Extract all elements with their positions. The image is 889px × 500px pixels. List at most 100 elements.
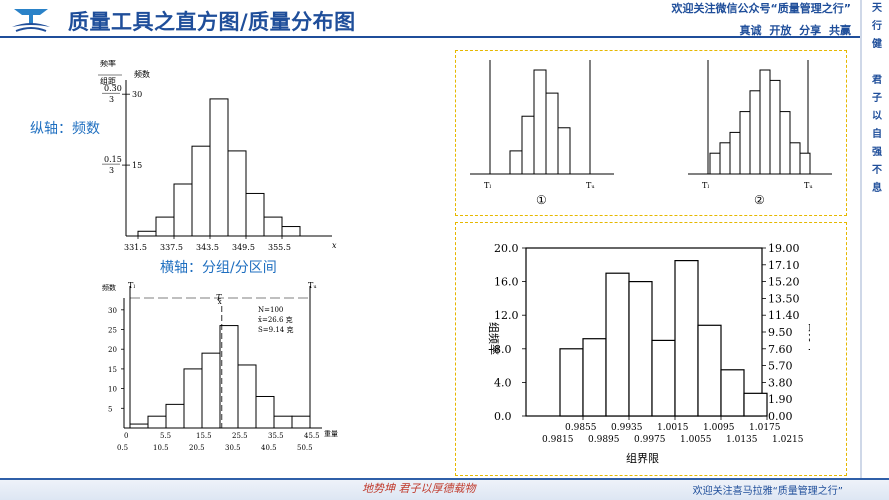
vertical-motto-char: 子 [872,93,882,104]
logo [10,3,52,35]
vertical-motto: 天行健 君子以自强不息 [866,0,888,194]
upper-limit-label: Tᵤ [586,181,595,190]
y-axis-label: 组频率 [487,322,501,355]
vertical-motto-char: 行 [872,21,882,32]
y-label-sub: 组距 [100,76,116,86]
histogram-bar [129,423,149,429]
slogan: 真诚 开放 分享 共赢 [739,24,852,37]
upper-limit-label: Tᵤ [308,281,317,290]
histogram-bar [227,150,247,237]
y-axis-note: 纵轴：频数 [30,121,100,137]
histogram-bar [789,142,801,175]
x-tick-label: 15.5 [196,432,212,440]
vertical-motto-char: 健 [872,39,882,50]
x-tick-label: 45.5 [304,432,320,440]
histogram-bar [173,183,193,237]
y-right-tick-label: 0.00 [768,410,793,423]
histogram-bar [628,280,653,417]
y-right-tick-label: 1.90 [768,393,793,406]
x-tick-label: 355.5 [268,243,291,252]
x-tick-label: 0.9895 [588,435,620,445]
vertical-motto-char [866,54,888,72]
y-tick-label-den: 3 [109,95,114,104]
histogram-bar [674,260,699,417]
y-label-right: 频数 [134,69,150,79]
right-divider [860,0,862,480]
vertical-motto-char: 不 [872,165,882,176]
vertical-motto-char: 君 [872,75,882,86]
vertical-motto-char: 天 [872,3,882,14]
histogram-bar [219,325,239,429]
histogram-bar [719,142,731,175]
y-tick-label-den: 3 [109,166,114,175]
mean-label: x̄ [218,298,222,306]
stat-text: S=9.14 克 [258,326,293,334]
histogram-bar [255,395,275,429]
stat-text: N=100 [258,306,283,314]
histogram-bar [263,216,283,237]
spec-limit-chart-2: Tₗ Tᵤ ② [688,60,832,207]
footer-promo: 欢迎关注喜马拉雅“质量管理之行” [692,486,843,497]
histogram-bar [759,69,771,175]
chart-caption: ② [754,193,765,207]
x-tick-label: 30.5 [225,444,241,452]
histogram-bar [739,111,751,175]
histogram-bar [697,324,722,417]
vertical-motto-char: 强 [872,147,882,158]
x-tick-label: 0.9855 [565,423,597,433]
x-tick-label: 1.0215 [772,435,804,445]
y-label-top: 频率 [100,60,116,68]
group-histogram: 0.0 4.0 8.0 12.0 16.0 20.0 0.00 1.90 3.80 5.70 7.6… [487,242,810,464]
histogram-bar [245,192,265,237]
histogram-bar [147,415,167,429]
x-axis-label: 组界限 [626,451,659,464]
footer-band [0,480,889,500]
histogram-bar [545,92,559,175]
spec-limit-frame [455,50,847,216]
histogram-bar [605,272,630,417]
y-axis-label: 频数 [102,283,116,292]
y-tick-label: 15 [108,366,117,374]
x-tick-label: 337.5 [160,243,183,252]
page-title: 质量工具之直方图/质量分布图 [68,10,356,34]
histogram-bar [137,230,157,237]
wechat-promo: 欢迎关注微信公众号“质量管理之行” [671,2,851,15]
histogram-bar [273,415,293,429]
x-tick-label: 0.5 [117,444,128,452]
histogram-bar [521,115,535,175]
weight-histogram: 5101520253005.515.525.535.545.5500.510.5… [102,281,340,452]
x-tick-label: 20.5 [189,444,205,452]
y-right-tick-label: 5.70 [768,360,793,373]
histogram-bar [237,364,257,429]
y-right-tick-label: 9.50 [768,326,793,339]
y-right-tick-label: 11.40 [768,309,800,322]
y-right-tick-label: 3.80 [768,376,793,389]
x-tick-label: 1.0135 [726,435,758,445]
lower-limit-label: Tₗ [702,181,709,190]
histogram-bar [743,392,768,417]
footer-divider [0,478,889,480]
x-tick-label: 5.5 [160,432,171,440]
x-tick-label: 1.0175 [749,423,781,433]
y-right-tick-label: 7.60 [768,343,793,356]
vertical-motto-char: 自 [872,129,882,140]
spec-limit-chart-1: Tₗ Tᵤ ① [470,60,614,207]
x-axis-note: 横轴：分组/分区间 [160,260,277,276]
vertical-motto-char: 息 [872,183,882,194]
histogram-bar [201,352,221,429]
y-tick-label: 10 [108,386,117,394]
y-tick-label: 30 [108,307,117,315]
y-right-tick-label: 13.50 [768,292,800,305]
y-tick-label: 25 [108,327,117,335]
y-tick-label-num: 0.15 [104,155,122,164]
x-tick-label: 1.0055 [680,435,712,445]
x-tick-label: 25.5 [232,432,248,440]
x-tick-label: 35.5 [268,432,284,440]
histogram-bar [155,216,175,237]
y-tick-label: 4.0 [494,376,512,389]
y-right-tick-label: 15.20 [768,276,800,289]
histogram-bar [559,348,584,417]
y-right-tick-label: 19.00 [768,242,800,255]
x-unit-label: 重量（克） [324,430,340,438]
header-divider [0,36,860,38]
